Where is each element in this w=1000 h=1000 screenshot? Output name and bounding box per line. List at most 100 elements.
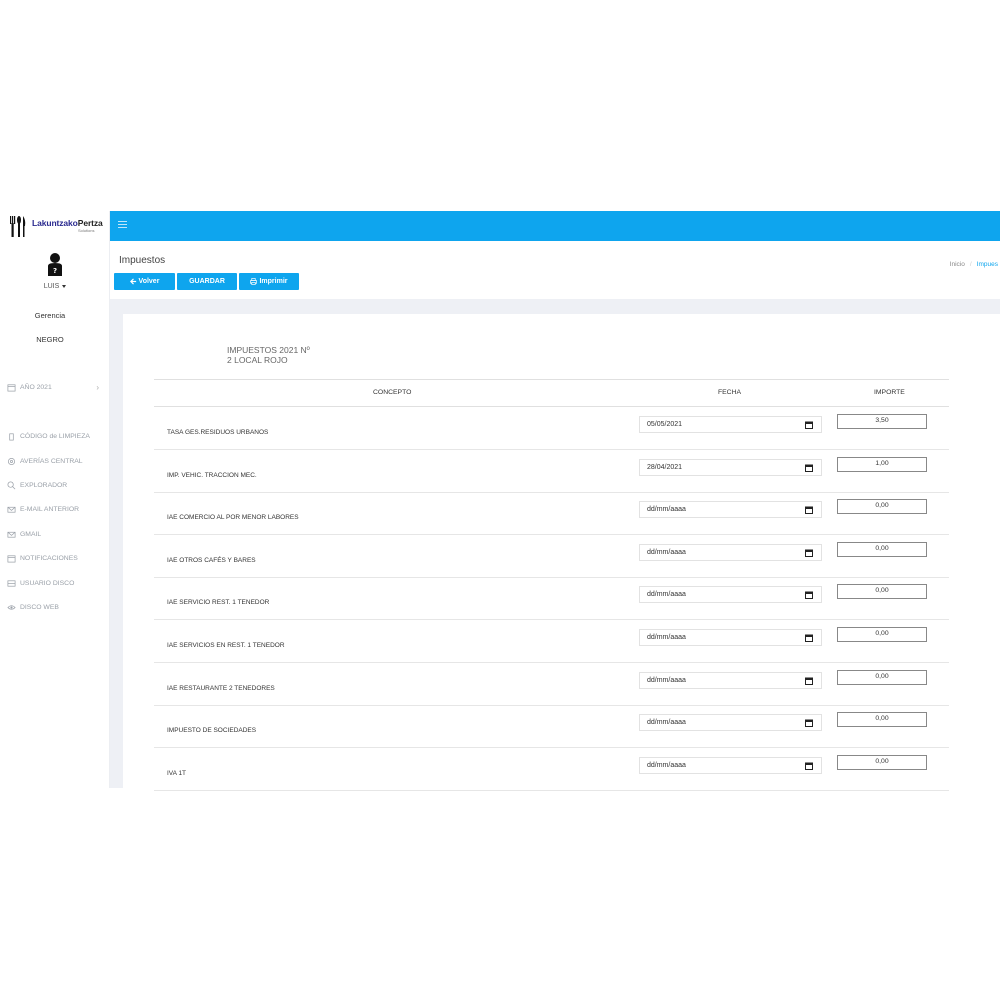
breadcrumb-home[interactable]: Inicio: [949, 261, 965, 268]
print-button[interactable]: Imprimir: [239, 273, 299, 290]
importe-input[interactable]: 3,50: [837, 414, 927, 429]
mail-icon: [7, 531, 16, 538]
calendar-icon[interactable]: [805, 549, 813, 557]
concepto-label: IVA 1T: [167, 769, 187, 777]
calendar-icon[interactable]: [805, 421, 813, 429]
calendar-icon: [7, 384, 16, 392]
logo[interactable]: LakuntzakoPertza Solutions: [0, 211, 110, 241]
sidebar-item-explorador[interactable]: EXPLORADOR: [7, 481, 107, 490]
fecha-value: dd/mm/aaaa: [647, 761, 686, 769]
sidebar-item-label: NOTIFICACIONES: [20, 555, 78, 562]
fecha-value: dd/mm/aaaa: [647, 506, 686, 514]
concepto-label: IAE OTROS CAFÉS Y BARES: [167, 556, 256, 564]
top-bar: [110, 211, 1000, 241]
sidebar-item-usuario-disco[interactable]: USUARIO DISCO: [7, 579, 107, 588]
sidebar-item-label: USUARIO DISCO: [20, 580, 75, 587]
table-row: IMPUESTO DE SOCIEDADES dd/mm/aaaa 0,00: [154, 705, 949, 749]
importe-input[interactable]: 0,00: [837, 627, 927, 642]
breadcrumb: Inicio / Impues: [949, 261, 998, 268]
svg-text:?: ?: [53, 267, 57, 275]
concepto-label: TASA GES.RESIDUOS URBANOS: [167, 429, 269, 436]
table-row: IAE COMERCIO AL POR MENOR LABORES dd/mm/a…: [154, 492, 949, 536]
importe-input[interactable]: 0,00: [837, 541, 927, 557]
fecha-date-input[interactable]: dd/mm/aaaa: [639, 543, 822, 561]
fecha-value: dd/mm/aaaa: [647, 719, 686, 727]
calendar-icon[interactable]: [805, 719, 813, 728]
fecha-date-input[interactable]: dd/mm/aaaa: [639, 756, 822, 774]
breadcrumb-current: Impues: [976, 261, 998, 268]
sidebar-item-label: GMAIL: [20, 531, 42, 538]
table-row: IMP. VEHIC. TRACCION MEC. 28/04/2021 1,00: [154, 450, 949, 493]
sidebar-item-label: AVERÍAS CENTRAL: [20, 458, 83, 465]
fecha-date-input[interactable]: dd/mm/aaaa: [639, 629, 822, 646]
logo-subtitle: Solutions: [78, 228, 95, 233]
sidebar-item-email-anterior[interactable]: E-MAIL ANTERIOR: [7, 505, 107, 514]
sidebar-item-label: CÓDIGO de LIMPIEZA: [20, 433, 90, 440]
fecha-date-input[interactable]: 05/05/2021: [639, 416, 822, 433]
card-title-line1: IMPUESTOS 2021 Nº: [227, 345, 310, 355]
sidebar-item-ano-2021[interactable]: AÑO 2021 ›: [7, 383, 107, 392]
fecha-date-input[interactable]: dd/mm/aaaa: [639, 671, 822, 689]
gear-icon: [7, 457, 16, 466]
table-header: CONCEPTO FECHA IMPORTE: [154, 379, 949, 407]
fecha-date-input[interactable]: 28/04/2021: [639, 458, 822, 476]
fecha-value: dd/mm/aaaa: [647, 591, 686, 599]
sidebar-item-gmail[interactable]: GMAIL: [7, 530, 107, 539]
calendar-icon[interactable]: [805, 677, 813, 685]
back-button-label: Volver: [138, 278, 160, 285]
fecha-value: dd/mm/aaaa: [647, 634, 686, 641]
calendar-icon[interactable]: [805, 506, 813, 515]
table-row: IAE SERVICIOS EN REST. 1 TENEDOR dd/mm/aa…: [154, 620, 949, 663]
fecha-date-input[interactable]: dd/mm/aaaa: [639, 714, 822, 732]
table-row: TASA GES.RESIDUOS URBANOS 05/05/2021 3,50: [154, 407, 949, 450]
cutlery-icon: [10, 216, 26, 237]
sidebar-item-averias-central[interactable]: AVERÍAS CENTRAL: [7, 457, 107, 466]
sidebar-item-label: DISCO WEB: [20, 604, 59, 611]
concepto-label: IMPUESTO DE SOCIEDADES: [167, 727, 257, 735]
header-fecha: FECHA: [718, 389, 742, 396]
sidebar-item-notificaciones[interactable]: NOTIFICACIONES: [7, 554, 107, 563]
importe-input[interactable]: 0,00: [837, 712, 927, 728]
role-gerencia: Gerencia: [34, 311, 66, 320]
calendar-icon[interactable]: [805, 634, 813, 642]
save-button-label: GUARDAR: [189, 278, 225, 285]
chevron-right-icon: ›: [96, 383, 99, 392]
importe-input[interactable]: 1,00: [837, 456, 927, 472]
header-concepto: CONCEPTO: [373, 389, 412, 396]
mail-icon: [7, 506, 16, 513]
importe-input[interactable]: 0,00: [837, 669, 927, 685]
sidebar-item-label: E-MAIL ANTERIOR: [20, 506, 80, 513]
eye-icon: [7, 605, 16, 610]
sidebar-item-label: AÑO 2021: [20, 384, 52, 391]
importe-input[interactable]: 0,00: [837, 754, 927, 770]
fecha-date-input[interactable]: dd/mm/aaaa: [639, 586, 822, 604]
caret-down-icon: [62, 284, 67, 288]
drive-icon: [7, 580, 16, 587]
page-title: Impuestos: [119, 255, 166, 266]
sidebar-item-label: EXPLORADOR: [20, 482, 68, 489]
fecha-value: dd/mm/aaaa: [647, 676, 686, 684]
importe-input[interactable]: 0,00: [837, 584, 927, 600]
importe-input[interactable]: 0,00: [837, 499, 927, 515]
calendar-icon: [7, 555, 16, 563]
calendar-icon[interactable]: [805, 464, 813, 472]
header-importe: IMPORTE: [874, 389, 905, 396]
back-button[interactable]: Volver: [114, 273, 175, 290]
print-button-label: Imprimir: [259, 278, 288, 285]
save-button[interactable]: GUARDAR: [177, 273, 237, 290]
calendar-icon[interactable]: [805, 591, 813, 600]
calendar-icon[interactable]: [805, 762, 813, 770]
arrow-left-icon: [129, 278, 136, 285]
fecha-value: 05/05/2021: [647, 421, 683, 428]
fecha-date-input[interactable]: dd/mm/aaaa: [639, 501, 822, 519]
table-row: IAE SERVICIO REST. 1 TENEDOR dd/mm/aaaa 0,…: [154, 577, 949, 621]
avatar-icon[interactable]: ?: [45, 252, 65, 276]
trash-icon: [9, 433, 14, 441]
hamburger-menu-icon[interactable]: [118, 221, 127, 228]
sidebar-item-disco-web[interactable]: DISCO WEB: [7, 603, 107, 612]
card-title-line2: 2 LOCAL ROJO: [227, 355, 288, 365]
sidebar-item-codigo-limpieza[interactable]: CÓDIGO de LIMPIEZA: [7, 432, 107, 441]
user-menu[interactable]: LUIS: [0, 283, 110, 290]
logo-text: LakuntzakoPertza: [32, 218, 103, 228]
concepto-label: IAE COMERCIO AL POR MENOR LABORES: [167, 514, 299, 522]
